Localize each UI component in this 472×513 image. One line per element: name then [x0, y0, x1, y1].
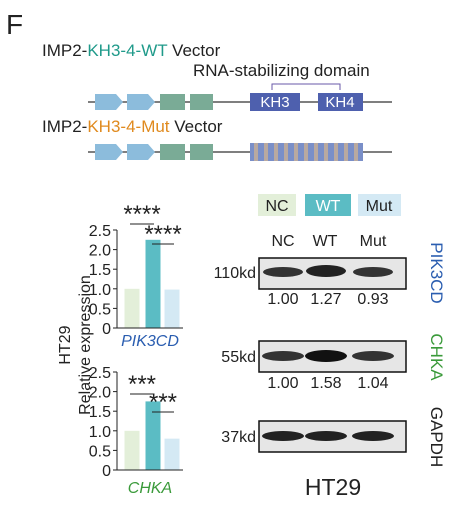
y-tick-label: 0.5: [89, 301, 111, 318]
bar: [124, 288, 140, 328]
protein-label: PIK3CD: [427, 242, 446, 303]
y-tick-label: 1.5: [89, 404, 111, 421]
quant: 1.00: [267, 375, 298, 392]
suffix: Vector: [167, 41, 220, 60]
quant: 0.93: [357, 291, 388, 308]
protein-label: CHKA: [427, 333, 446, 381]
y-tick-label: 1.5: [89, 262, 111, 279]
blots: [258, 257, 407, 453]
construct-wt: [88, 93, 392, 111]
column-label: Mut: [360, 233, 387, 250]
y-tick-label: 1.0: [89, 282, 111, 299]
quant: 1.00: [267, 291, 298, 308]
construct-label: IMP2-KH3-4-Mut Vector: [42, 117, 223, 136]
suffix: Vector: [170, 117, 223, 136]
y-tick-label: 2.5: [89, 223, 111, 240]
size-label: 37kd: [221, 429, 256, 446]
bar: [124, 430, 140, 470]
kh3: KH3: [260, 94, 289, 111]
bar: [164, 289, 180, 328]
quant: 1.04: [357, 375, 388, 392]
quant: 1.58: [310, 375, 341, 392]
legend-label: WT: [316, 198, 341, 215]
name: KH3-4-Mut: [87, 117, 169, 136]
y-tick-label: 2.0: [89, 243, 111, 260]
y-tick-label: 0: [102, 321, 111, 338]
bar: [145, 401, 161, 470]
bracket: [271, 83, 341, 90]
quant: 1.27: [310, 291, 341, 308]
column-label: WT: [313, 233, 338, 250]
y-tick-label: 2.0: [89, 385, 111, 402]
size-label: 110kd: [214, 265, 256, 282]
prefix: IMP2-: [42, 117, 87, 136]
legend-label: Mut: [366, 198, 393, 215]
construct-mut: [88, 143, 392, 161]
legend: [258, 194, 401, 216]
y-tick-label: 1.0: [89, 424, 111, 441]
construct-label: IMP2-KH3-4-WT Vector: [42, 41, 221, 60]
name: KH3-4-WT: [87, 41, 167, 60]
y-tick-label: 0.5: [89, 443, 111, 460]
column-label: NC: [271, 233, 294, 250]
kh4: KH4: [325, 94, 354, 111]
y-tick-label: 2.5: [89, 365, 111, 382]
protein-label: GAPDH: [427, 407, 446, 467]
panel-label: F: [6, 9, 23, 40]
bar: [145, 239, 161, 328]
legend-label: NC: [265, 198, 288, 215]
cell-line: HT29: [305, 474, 361, 500]
chart-title: CHKA: [128, 480, 172, 497]
y-tick-label: 0: [102, 463, 111, 480]
prefix: IMP2-: [42, 41, 87, 60]
size-label: 55kd: [221, 349, 256, 366]
y-axis-title: HT29: [57, 325, 74, 364]
bar: [164, 438, 180, 470]
chart-title: PIK3CD: [121, 333, 179, 350]
y-axis-title: Relative expression: [77, 275, 94, 415]
domain-label: RNA-stabilizing domain: [193, 61, 370, 80]
